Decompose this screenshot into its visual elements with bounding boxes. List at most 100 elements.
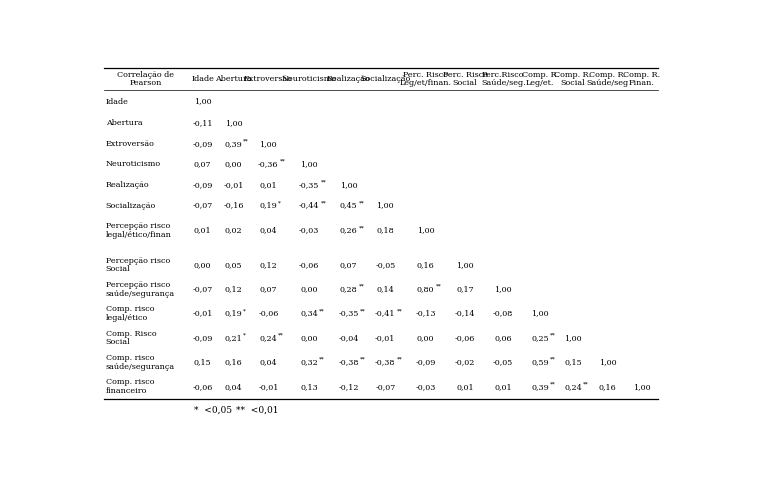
Text: Perc. Risco
Leg/et/finan.: Perc. Risco Leg/et/finan. (400, 71, 452, 87)
Text: **: ** (243, 138, 249, 143)
Text: Percepção risco
Social: Percepção risco Social (106, 257, 170, 273)
Text: 0,05: 0,05 (224, 261, 242, 269)
Text: 0,18: 0,18 (376, 226, 394, 235)
Text: 0,39: 0,39 (531, 383, 549, 391)
Text: 1,00: 1,00 (599, 358, 616, 366)
Text: 0,80: 0,80 (417, 285, 434, 293)
Text: **: ** (396, 308, 403, 313)
Text: 0,24: 0,24 (564, 383, 582, 391)
Text: 0,12: 0,12 (224, 285, 242, 293)
Text: -0,06: -0,06 (258, 310, 278, 318)
Text: Correlação de
Pearson: Correlação de Pearson (117, 71, 174, 87)
Text: -0,41: -0,41 (375, 310, 396, 318)
Text: **: ** (361, 308, 366, 313)
Text: 0,01: 0,01 (456, 383, 474, 391)
Text: 0,06: 0,06 (494, 334, 512, 342)
Text: -0,36: -0,36 (258, 160, 278, 169)
Text: -0,04: -0,04 (339, 334, 359, 342)
Text: Comp. risco
saúde/segurança: Comp. risco saúde/segurança (106, 354, 174, 371)
Text: 1,00: 1,00 (194, 97, 211, 106)
Text: 0,12: 0,12 (260, 261, 278, 269)
Text: 0,02: 0,02 (224, 226, 242, 235)
Text: 0,16: 0,16 (224, 358, 242, 366)
Text: 0,07: 0,07 (194, 160, 211, 169)
Text: Percepção risco
legal/ético/finan: Percepção risco legal/ético/finan (106, 222, 171, 239)
Text: 0,19: 0,19 (260, 202, 278, 209)
Text: **: ** (280, 159, 285, 164)
Text: 1,00: 1,00 (224, 119, 242, 127)
Text: 1,00: 1,00 (340, 181, 357, 189)
Text: 0,00: 0,00 (224, 160, 242, 169)
Text: 0,28: 0,28 (340, 285, 357, 293)
Text: **: ** (583, 381, 589, 386)
Text: 0,00: 0,00 (300, 334, 318, 342)
Text: -0,12: -0,12 (339, 383, 359, 391)
Text: Idade: Idade (106, 97, 128, 106)
Text: Extroversão: Extroversão (244, 75, 292, 83)
Text: 0,32: 0,32 (300, 358, 318, 366)
Text: Abertura: Abertura (106, 119, 142, 127)
Text: 0,59: 0,59 (531, 358, 549, 366)
Text: -0,02: -0,02 (455, 358, 475, 366)
Text: -0,16: -0,16 (223, 202, 244, 209)
Text: 0,01: 0,01 (494, 383, 512, 391)
Text: 1,00: 1,00 (531, 310, 549, 318)
Text: 0,01: 0,01 (194, 226, 211, 235)
Text: -0,35: -0,35 (299, 181, 320, 189)
Text: 0,00: 0,00 (300, 285, 318, 293)
Text: -0,13: -0,13 (415, 310, 436, 318)
Text: 1,00: 1,00 (564, 334, 582, 342)
Text: -0,01: -0,01 (192, 310, 213, 318)
Text: Socialização: Socialização (106, 202, 156, 209)
Text: Comp. R.
Saúde/seg: Comp. R. Saúde/seg (586, 71, 629, 87)
Text: **: ** (550, 333, 556, 337)
Text: 1,00: 1,00 (633, 383, 651, 391)
Text: **: ** (358, 225, 364, 230)
Text: Comp. R.
Finan.: Comp. R. Finan. (623, 71, 661, 87)
Text: **: ** (319, 357, 325, 362)
Text: -0,07: -0,07 (375, 383, 396, 391)
Text: **: ** (319, 308, 325, 313)
Text: 0,13: 0,13 (300, 383, 318, 391)
Text: -0,09: -0,09 (192, 140, 213, 148)
Text: 1,00: 1,00 (494, 285, 512, 293)
Text: -0,35: -0,35 (339, 310, 359, 318)
Text: 0,25: 0,25 (531, 334, 549, 342)
Text: Comp. risco
financeiro: Comp. risco financeiro (106, 378, 154, 395)
Text: -0,14: -0,14 (455, 310, 475, 318)
Text: 0,21: 0,21 (224, 334, 242, 342)
Text: 0,45: 0,45 (340, 202, 357, 209)
Text: Realização: Realização (327, 75, 371, 83)
Text: 0,39: 0,39 (224, 140, 242, 148)
Text: **: ** (396, 357, 403, 362)
Text: 0,15: 0,15 (194, 358, 211, 366)
Text: **: ** (321, 200, 327, 205)
Text: -0,11: -0,11 (192, 119, 213, 127)
Text: Neuroticismo: Neuroticismo (106, 160, 161, 169)
Text: Comp. Risco
Social: Comp. Risco Social (106, 330, 156, 346)
Text: **: ** (321, 180, 327, 185)
Text: -0,44: -0,44 (299, 202, 320, 209)
Text: **: ** (358, 284, 364, 289)
Text: 0,14: 0,14 (376, 285, 394, 293)
Text: -0,07: -0,07 (192, 285, 213, 293)
Text: 0,07: 0,07 (260, 285, 277, 293)
Text: **: ** (278, 333, 284, 337)
Text: -0,06: -0,06 (299, 261, 320, 269)
Text: Comp. R.
Leg/et.: Comp. R. Leg/et. (522, 71, 558, 87)
Text: 0,19: 0,19 (224, 310, 242, 318)
Text: 0,15: 0,15 (564, 358, 582, 366)
Text: 0,00: 0,00 (417, 334, 434, 342)
Text: -0,07: -0,07 (192, 202, 213, 209)
Text: -0,05: -0,05 (375, 261, 396, 269)
Text: 0,04: 0,04 (224, 383, 242, 391)
Text: -0,08: -0,08 (493, 310, 513, 318)
Text: **  <0,01: ** <0,01 (236, 406, 278, 415)
Text: 0,01: 0,01 (260, 181, 277, 189)
Text: -0,01: -0,01 (375, 334, 396, 342)
Text: *: * (243, 308, 246, 313)
Text: -0,03: -0,03 (415, 383, 436, 391)
Text: 0,26: 0,26 (340, 226, 357, 235)
Text: **: ** (358, 200, 364, 205)
Text: 0,17: 0,17 (456, 285, 474, 293)
